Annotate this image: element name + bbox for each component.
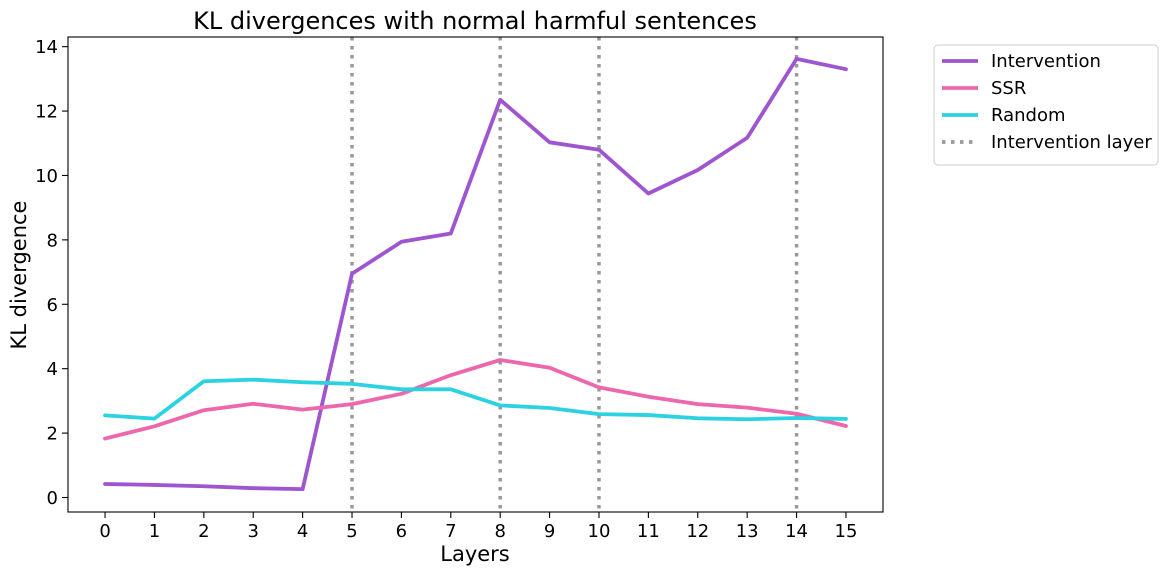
y-tick-label: 8: [47, 230, 58, 251]
x-tick-label: 1: [149, 521, 160, 542]
x-tick-label: 6: [396, 521, 407, 542]
x-tick-label: 10: [588, 521, 611, 542]
y-axis-title: KL divergence: [7, 201, 31, 350]
y-tick-label: 2: [47, 424, 58, 445]
legend-label: Intervention: [991, 51, 1101, 72]
x-tick-label: 7: [445, 521, 456, 542]
legend-box: [933, 44, 1159, 166]
x-tick-label: 5: [346, 521, 357, 542]
x-tick-label: 11: [637, 521, 660, 542]
series-line-ssr: [103, 358, 848, 441]
x-tick-label: 8: [494, 521, 505, 542]
legend-label: Random: [991, 105, 1066, 126]
series-line-random: [103, 377, 848, 422]
y-tick-label: 10: [35, 166, 58, 187]
chart-title: KL divergences with normal harmful sente…: [193, 7, 757, 35]
y-tick-label: 14: [35, 37, 58, 58]
x-tick-label: 2: [198, 521, 209, 542]
x-tick-label: 12: [686, 521, 709, 542]
x-tick-label: 14: [785, 521, 808, 542]
series-line-intervention: [103, 57, 848, 492]
x-tick-label: 4: [297, 521, 308, 542]
x-tick-label: 13: [736, 521, 759, 542]
legend: Intervention SSR Random Intervention layer: [933, 44, 1159, 166]
x-tick-label: 9: [544, 521, 555, 542]
plot-frame: [67, 36, 884, 513]
x-tick-label: 15: [835, 521, 858, 542]
legend-label: SSR: [991, 78, 1026, 99]
y-tick-label: 0: [47, 488, 58, 509]
x-tick-label: 3: [248, 521, 259, 542]
x-axis-title: Layers: [440, 542, 510, 566]
legend-label: Intervention layer: [991, 132, 1152, 153]
y-tick-label: 4: [47, 359, 58, 380]
y-tick-label: 12: [35, 102, 58, 123]
y-tick-label: 6: [47, 295, 58, 316]
x-tick-label: 0: [99, 521, 110, 542]
